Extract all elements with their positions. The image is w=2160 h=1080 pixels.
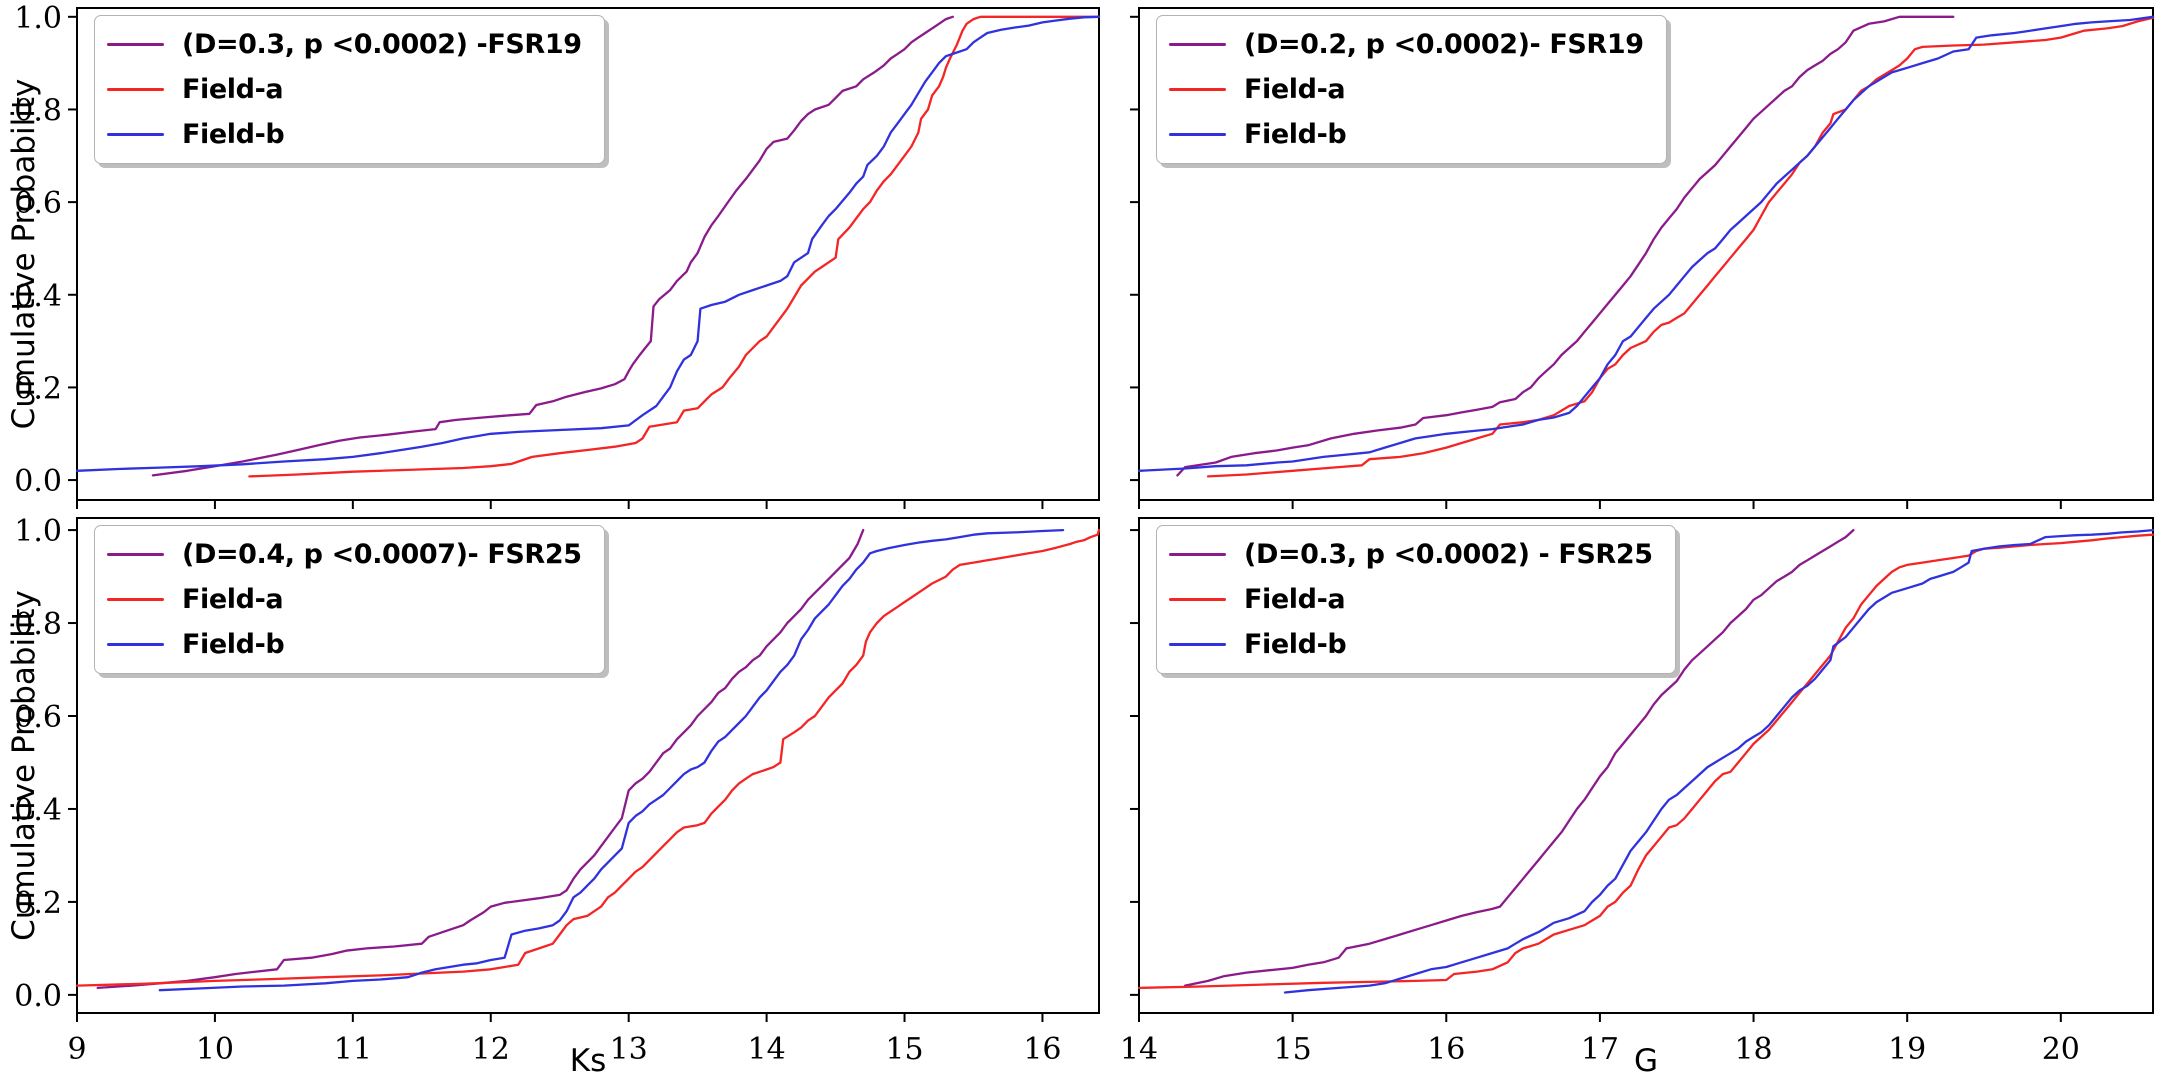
fsr25-ks-ytick-label: 1.0 [14,514,62,549]
fsr25-g-xtick-label: 17 [1581,1032,1619,1067]
legend-line-sample [107,552,164,557]
legend-item-label: (D=0.4, p <0.0007)- FSR25 [182,539,582,570]
legend-line-sample [107,642,164,647]
legend-item-label: (D=0.3, p <0.0002) - FSR25 [1244,539,1653,570]
legend-line-sample [1169,642,1226,647]
fsr19-ks-series-field-a-line [248,15,1101,478]
legend-line-sample [1169,132,1226,137]
fsr25-g-plot-frame [1138,517,2154,1014]
legend-line-sample [107,87,164,92]
legend-line-sample [1169,42,1226,47]
legend-line-sample [1169,597,1226,602]
fsr19-ks-legend: (D=0.3, p <0.0002) -FSR19 Field-a Field-b [94,15,605,164]
legend-item-label: Field-b [1244,119,1347,150]
fsr19-ks-ytick-label: 1.0 [14,1,62,36]
legend-item: Field-b [1169,112,1644,157]
fsr25-ks-ytick-label: 0.0 [14,979,62,1014]
legend-item: (D=0.3, p <0.0002) - FSR25 [1169,532,1653,577]
fsr19-ks-ytick-label: 0.0 [14,464,62,499]
legend-item-label: Field-a [182,74,284,105]
fsr25-g-series-fsr25-line [1183,528,1855,987]
fsr25-ks-xlabel: Ks [570,1043,606,1079]
legend-item-label: Field-b [182,119,285,150]
legend-line-sample [107,597,164,602]
fsr25-ks-plot-frame [76,517,1100,1014]
legend-item-label: Field-a [1244,584,1346,615]
fsr19-g-plot-frame [1138,7,2154,501]
fsr19-ks-ytick-label: 0.8 [14,93,62,128]
legend-item: Field-a [107,577,582,622]
fsr19-ks-series-field-b-line [75,15,1101,472]
fsr25-ks-series-field-b-line [158,528,1065,992]
legend-item: Field-b [107,622,582,667]
fsr19-ks-ytick-label: 0.4 [14,279,62,314]
fsr25-g-xtick-label: 18 [1734,1032,1772,1067]
fsr25-g-legend: (D=0.3, p <0.0002) - FSR25 Field-a Field-b [1156,525,1676,674]
legend-item: Field-b [1169,622,1653,667]
legend-item-label: Field-a [1244,74,1346,105]
fsr25-g-xtick-label: 16 [1427,1032,1465,1067]
fsr19-ks-ytick-label: 0.2 [14,371,62,406]
fsr19-g-legend: (D=0.2, p <0.0002)- FSR19 Field-a Field-b [1156,15,1667,164]
legend-item: Field-a [1169,67,1644,112]
legend-item: Field-b [107,112,582,157]
fsr25-ks-xtick-label: 16 [1023,1032,1061,1067]
fsr25-g-xtick-label: 20 [2042,1032,2080,1067]
fsr25-ks-xtick-label: 9 [67,1032,86,1067]
fsr19-ks-ylabel: Cumulative Probability [6,79,42,430]
legend-line-sample [107,132,164,137]
legend-item-label: Field-a [182,584,284,615]
legend-item-label: (D=0.3, p <0.0002) -FSR19 [182,29,582,60]
fsr25-ks-xtick-label: 11 [334,1032,372,1067]
legend-item: Field-a [1169,577,1653,622]
fsr25-ks-xtick-label: 14 [748,1032,786,1067]
fsr25-ks-legend: (D=0.4, p <0.0007)- FSR25 Field-a Field-b [94,525,605,674]
legend-item: (D=0.4, p <0.0007)- FSR25 [107,532,582,577]
legend-line-sample [107,42,164,47]
legend-item-label: (D=0.2, p <0.0002)- FSR19 [1244,29,1644,60]
fsr25-ks-ytick-label: 0.4 [14,793,62,828]
legend-line-sample [1169,552,1226,557]
fsr25-ks-series-field-a-line [75,528,1101,987]
legend-item: (D=0.3, p <0.0002) -FSR19 [107,22,582,67]
legend-item-label: Field-b [182,629,285,660]
fsr25-g-xlabel: G [1634,1043,1658,1079]
fsr25-ks-xtick-label: 10 [196,1032,234,1067]
fsr25-g-series-field-b-line [1283,528,2155,994]
fsr19-ks-plot-frame [76,7,1100,501]
fsr19-g-series-fsr19-line [1176,15,1955,477]
fsr25-ks-ytick-label: 0.2 [14,886,62,921]
fsr25-ks-ytick-label: 0.6 [14,700,62,735]
fsr19-ks-series-fsr19-line [151,15,954,477]
legend-line-sample [1169,87,1226,92]
fsr19-g-series-field-a-line [1206,16,2155,478]
legend-item: (D=0.2, p <0.0002)- FSR19 [1169,22,1644,67]
fsr25-ks-xtick-label: 13 [610,1032,648,1067]
fsr25-ks-ytick-label: 0.8 [14,607,62,642]
legend-item: Field-a [107,67,582,112]
fsr25-g-xtick-label: 15 [1274,1032,1312,1067]
fsr25-g-xtick-label: 14 [1120,1032,1158,1067]
fsr25-ks-ylabel: Cumulative Probability [6,590,42,941]
fsr25-ks-xtick-label: 12 [472,1032,510,1067]
fsr25-ks-series-fsr25-line [96,528,865,990]
fsr19-g-series-field-b-line [1137,15,2155,472]
fsr19-ks-ytick-label: 0.6 [14,186,62,221]
fsr25-ks-xtick-label: 15 [885,1032,923,1067]
legend-item-label: Field-b [1244,629,1347,660]
fsr25-g-xtick-label: 19 [1888,1032,1926,1067]
